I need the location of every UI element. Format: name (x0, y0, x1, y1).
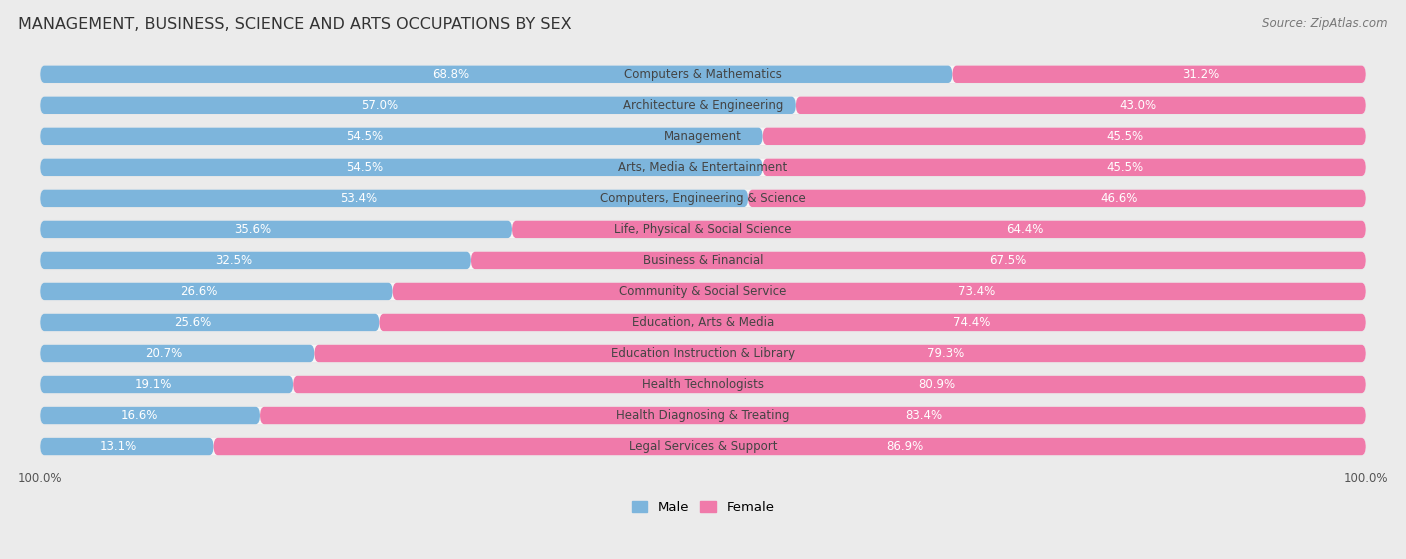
Text: Computers, Engineering & Science: Computers, Engineering & Science (600, 192, 806, 205)
Text: Education Instruction & Library: Education Instruction & Library (612, 347, 794, 360)
Text: 53.4%: 53.4% (340, 192, 377, 205)
FancyBboxPatch shape (39, 344, 1367, 363)
FancyBboxPatch shape (39, 158, 1367, 177)
FancyBboxPatch shape (41, 407, 260, 424)
Text: 68.8%: 68.8% (432, 68, 470, 81)
FancyBboxPatch shape (762, 159, 1365, 176)
FancyBboxPatch shape (41, 407, 1365, 424)
Text: 25.6%: 25.6% (174, 316, 211, 329)
Text: 20.7%: 20.7% (145, 347, 181, 360)
Text: Arts, Media & Entertainment: Arts, Media & Entertainment (619, 161, 787, 174)
FancyBboxPatch shape (41, 97, 796, 114)
Text: Computers & Mathematics: Computers & Mathematics (624, 68, 782, 81)
FancyBboxPatch shape (41, 283, 392, 300)
Text: 46.6%: 46.6% (1101, 192, 1137, 205)
Text: 64.4%: 64.4% (1005, 223, 1043, 236)
Text: 26.6%: 26.6% (180, 285, 218, 298)
FancyBboxPatch shape (39, 189, 1367, 208)
Text: Source: ZipAtlas.com: Source: ZipAtlas.com (1263, 17, 1388, 30)
Text: Health Diagnosing & Treating: Health Diagnosing & Treating (616, 409, 790, 422)
FancyBboxPatch shape (41, 127, 1365, 145)
Text: Architecture & Engineering: Architecture & Engineering (623, 99, 783, 112)
FancyBboxPatch shape (214, 438, 1365, 455)
Legend: Male, Female: Male, Female (631, 501, 775, 514)
FancyBboxPatch shape (41, 314, 380, 331)
Text: 57.0%: 57.0% (361, 99, 398, 112)
Text: 43.0%: 43.0% (1119, 99, 1157, 112)
FancyBboxPatch shape (380, 314, 1365, 331)
Text: Community & Social Service: Community & Social Service (619, 285, 787, 298)
FancyBboxPatch shape (39, 96, 1367, 115)
FancyBboxPatch shape (294, 376, 1365, 393)
Text: 54.5%: 54.5% (346, 161, 384, 174)
FancyBboxPatch shape (471, 252, 1365, 269)
FancyBboxPatch shape (392, 283, 1365, 300)
Text: Business & Financial: Business & Financial (643, 254, 763, 267)
FancyBboxPatch shape (260, 407, 1365, 424)
FancyBboxPatch shape (39, 251, 1367, 270)
FancyBboxPatch shape (39, 437, 1367, 456)
Text: 31.2%: 31.2% (1182, 68, 1219, 81)
FancyBboxPatch shape (41, 252, 1365, 269)
Text: 35.6%: 35.6% (233, 223, 271, 236)
Text: 16.6%: 16.6% (121, 409, 157, 422)
FancyBboxPatch shape (41, 314, 1365, 331)
FancyBboxPatch shape (41, 376, 1365, 393)
Text: Health Technologists: Health Technologists (643, 378, 763, 391)
FancyBboxPatch shape (41, 159, 1365, 176)
FancyBboxPatch shape (41, 345, 315, 362)
FancyBboxPatch shape (41, 97, 1365, 114)
FancyBboxPatch shape (315, 345, 1365, 362)
FancyBboxPatch shape (39, 220, 1367, 239)
Text: 45.5%: 45.5% (1107, 130, 1143, 143)
Text: Management: Management (664, 130, 742, 143)
Text: 79.3%: 79.3% (927, 347, 965, 360)
Text: 74.4%: 74.4% (953, 316, 990, 329)
FancyBboxPatch shape (41, 438, 214, 455)
FancyBboxPatch shape (762, 127, 1365, 145)
Text: 45.5%: 45.5% (1107, 161, 1143, 174)
FancyBboxPatch shape (41, 65, 1365, 83)
FancyBboxPatch shape (41, 159, 762, 176)
FancyBboxPatch shape (39, 65, 1367, 84)
FancyBboxPatch shape (39, 406, 1367, 425)
FancyBboxPatch shape (41, 221, 512, 238)
Text: 67.5%: 67.5% (990, 254, 1026, 267)
Text: 86.9%: 86.9% (887, 440, 924, 453)
FancyBboxPatch shape (41, 221, 1365, 238)
FancyBboxPatch shape (952, 65, 1365, 83)
FancyBboxPatch shape (39, 375, 1367, 394)
Text: 54.5%: 54.5% (346, 130, 384, 143)
FancyBboxPatch shape (41, 190, 1365, 207)
FancyBboxPatch shape (41, 283, 1365, 300)
FancyBboxPatch shape (41, 438, 1365, 455)
FancyBboxPatch shape (41, 376, 294, 393)
FancyBboxPatch shape (41, 127, 762, 145)
Text: 80.9%: 80.9% (918, 378, 956, 391)
Text: MANAGEMENT, BUSINESS, SCIENCE AND ARTS OCCUPATIONS BY SEX: MANAGEMENT, BUSINESS, SCIENCE AND ARTS O… (18, 17, 572, 32)
Text: 13.1%: 13.1% (100, 440, 136, 453)
FancyBboxPatch shape (39, 127, 1367, 146)
Text: 73.4%: 73.4% (957, 285, 995, 298)
FancyBboxPatch shape (41, 65, 952, 83)
FancyBboxPatch shape (512, 221, 1365, 238)
FancyBboxPatch shape (748, 190, 1365, 207)
FancyBboxPatch shape (41, 345, 1365, 362)
FancyBboxPatch shape (39, 313, 1367, 332)
FancyBboxPatch shape (41, 190, 748, 207)
Text: Life, Physical & Social Science: Life, Physical & Social Science (614, 223, 792, 236)
FancyBboxPatch shape (796, 97, 1365, 114)
Text: Legal Services & Support: Legal Services & Support (628, 440, 778, 453)
Text: 19.1%: 19.1% (135, 378, 173, 391)
FancyBboxPatch shape (39, 282, 1367, 301)
FancyBboxPatch shape (41, 252, 471, 269)
Text: 83.4%: 83.4% (905, 409, 942, 422)
Text: Education, Arts & Media: Education, Arts & Media (631, 316, 775, 329)
Text: 32.5%: 32.5% (215, 254, 252, 267)
